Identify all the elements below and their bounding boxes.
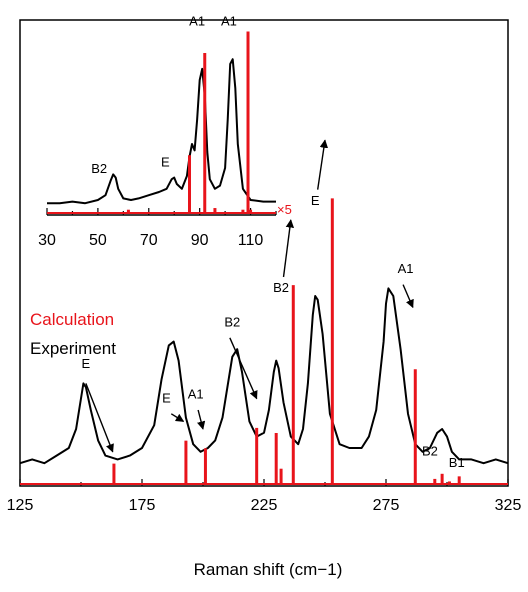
main-peak-label: B2: [422, 444, 438, 459]
main-annotation-arrow: [229, 337, 258, 400]
main-x-tick-label: 275: [373, 497, 400, 514]
inset-x-tick-label: 70: [140, 232, 158, 249]
main-x-tick-label: 175: [129, 497, 156, 514]
inset-peak-label: B2: [91, 161, 107, 176]
inset-x-tick-label: 110: [238, 232, 264, 249]
inset-peak-label: A1: [221, 14, 237, 29]
main-annotation-arrow: [316, 139, 329, 190]
inset-x-tick-label: 50: [89, 232, 107, 249]
main-experiment-line: [19, 287, 509, 465]
legend-calculation: Calculation: [30, 310, 114, 329]
main-annotation-arrow: [170, 413, 185, 422]
main-peak-label: A1: [188, 387, 204, 402]
inset-peak-label: E: [161, 154, 170, 169]
main-x-tick-label: 325: [495, 497, 522, 514]
main-peak-label: E: [311, 193, 320, 208]
main-annotation-arrow: [282, 219, 295, 278]
main-annotation-arrow: [197, 409, 206, 430]
inset-scale-label: ×5: [277, 202, 292, 217]
main-peak-label: A1: [398, 261, 414, 276]
main-x-tick-label: 225: [251, 497, 278, 514]
main-peak-label: B2: [224, 314, 240, 329]
main-peak-label: B2: [273, 280, 289, 295]
inset-plot: 30 50 70 90 110 B2 E A1 A1: [38, 14, 277, 249]
main-peak-label: E: [82, 356, 91, 371]
main-peak-label: E: [162, 390, 171, 405]
inset-experiment-line: [47, 58, 276, 205]
main-x-tick-label: 125: [7, 497, 34, 514]
inset-x-tick-label: 30: [38, 232, 56, 249]
legend-experiment: Experiment: [30, 339, 116, 358]
inset-x-tick-label: 90: [191, 232, 209, 249]
main-annotation-arrow: [85, 383, 114, 453]
inset-peak-label: A1: [189, 14, 205, 29]
main-plot: 125 175 225 275 325 E E A1 B2 B2 E A1 B2 B1: [7, 19, 522, 514]
main-annotation-arrow: [402, 284, 414, 309]
x-axis-label: Raman shift (cm−1): [194, 560, 343, 579]
main-peak-label: B1: [449, 455, 465, 470]
